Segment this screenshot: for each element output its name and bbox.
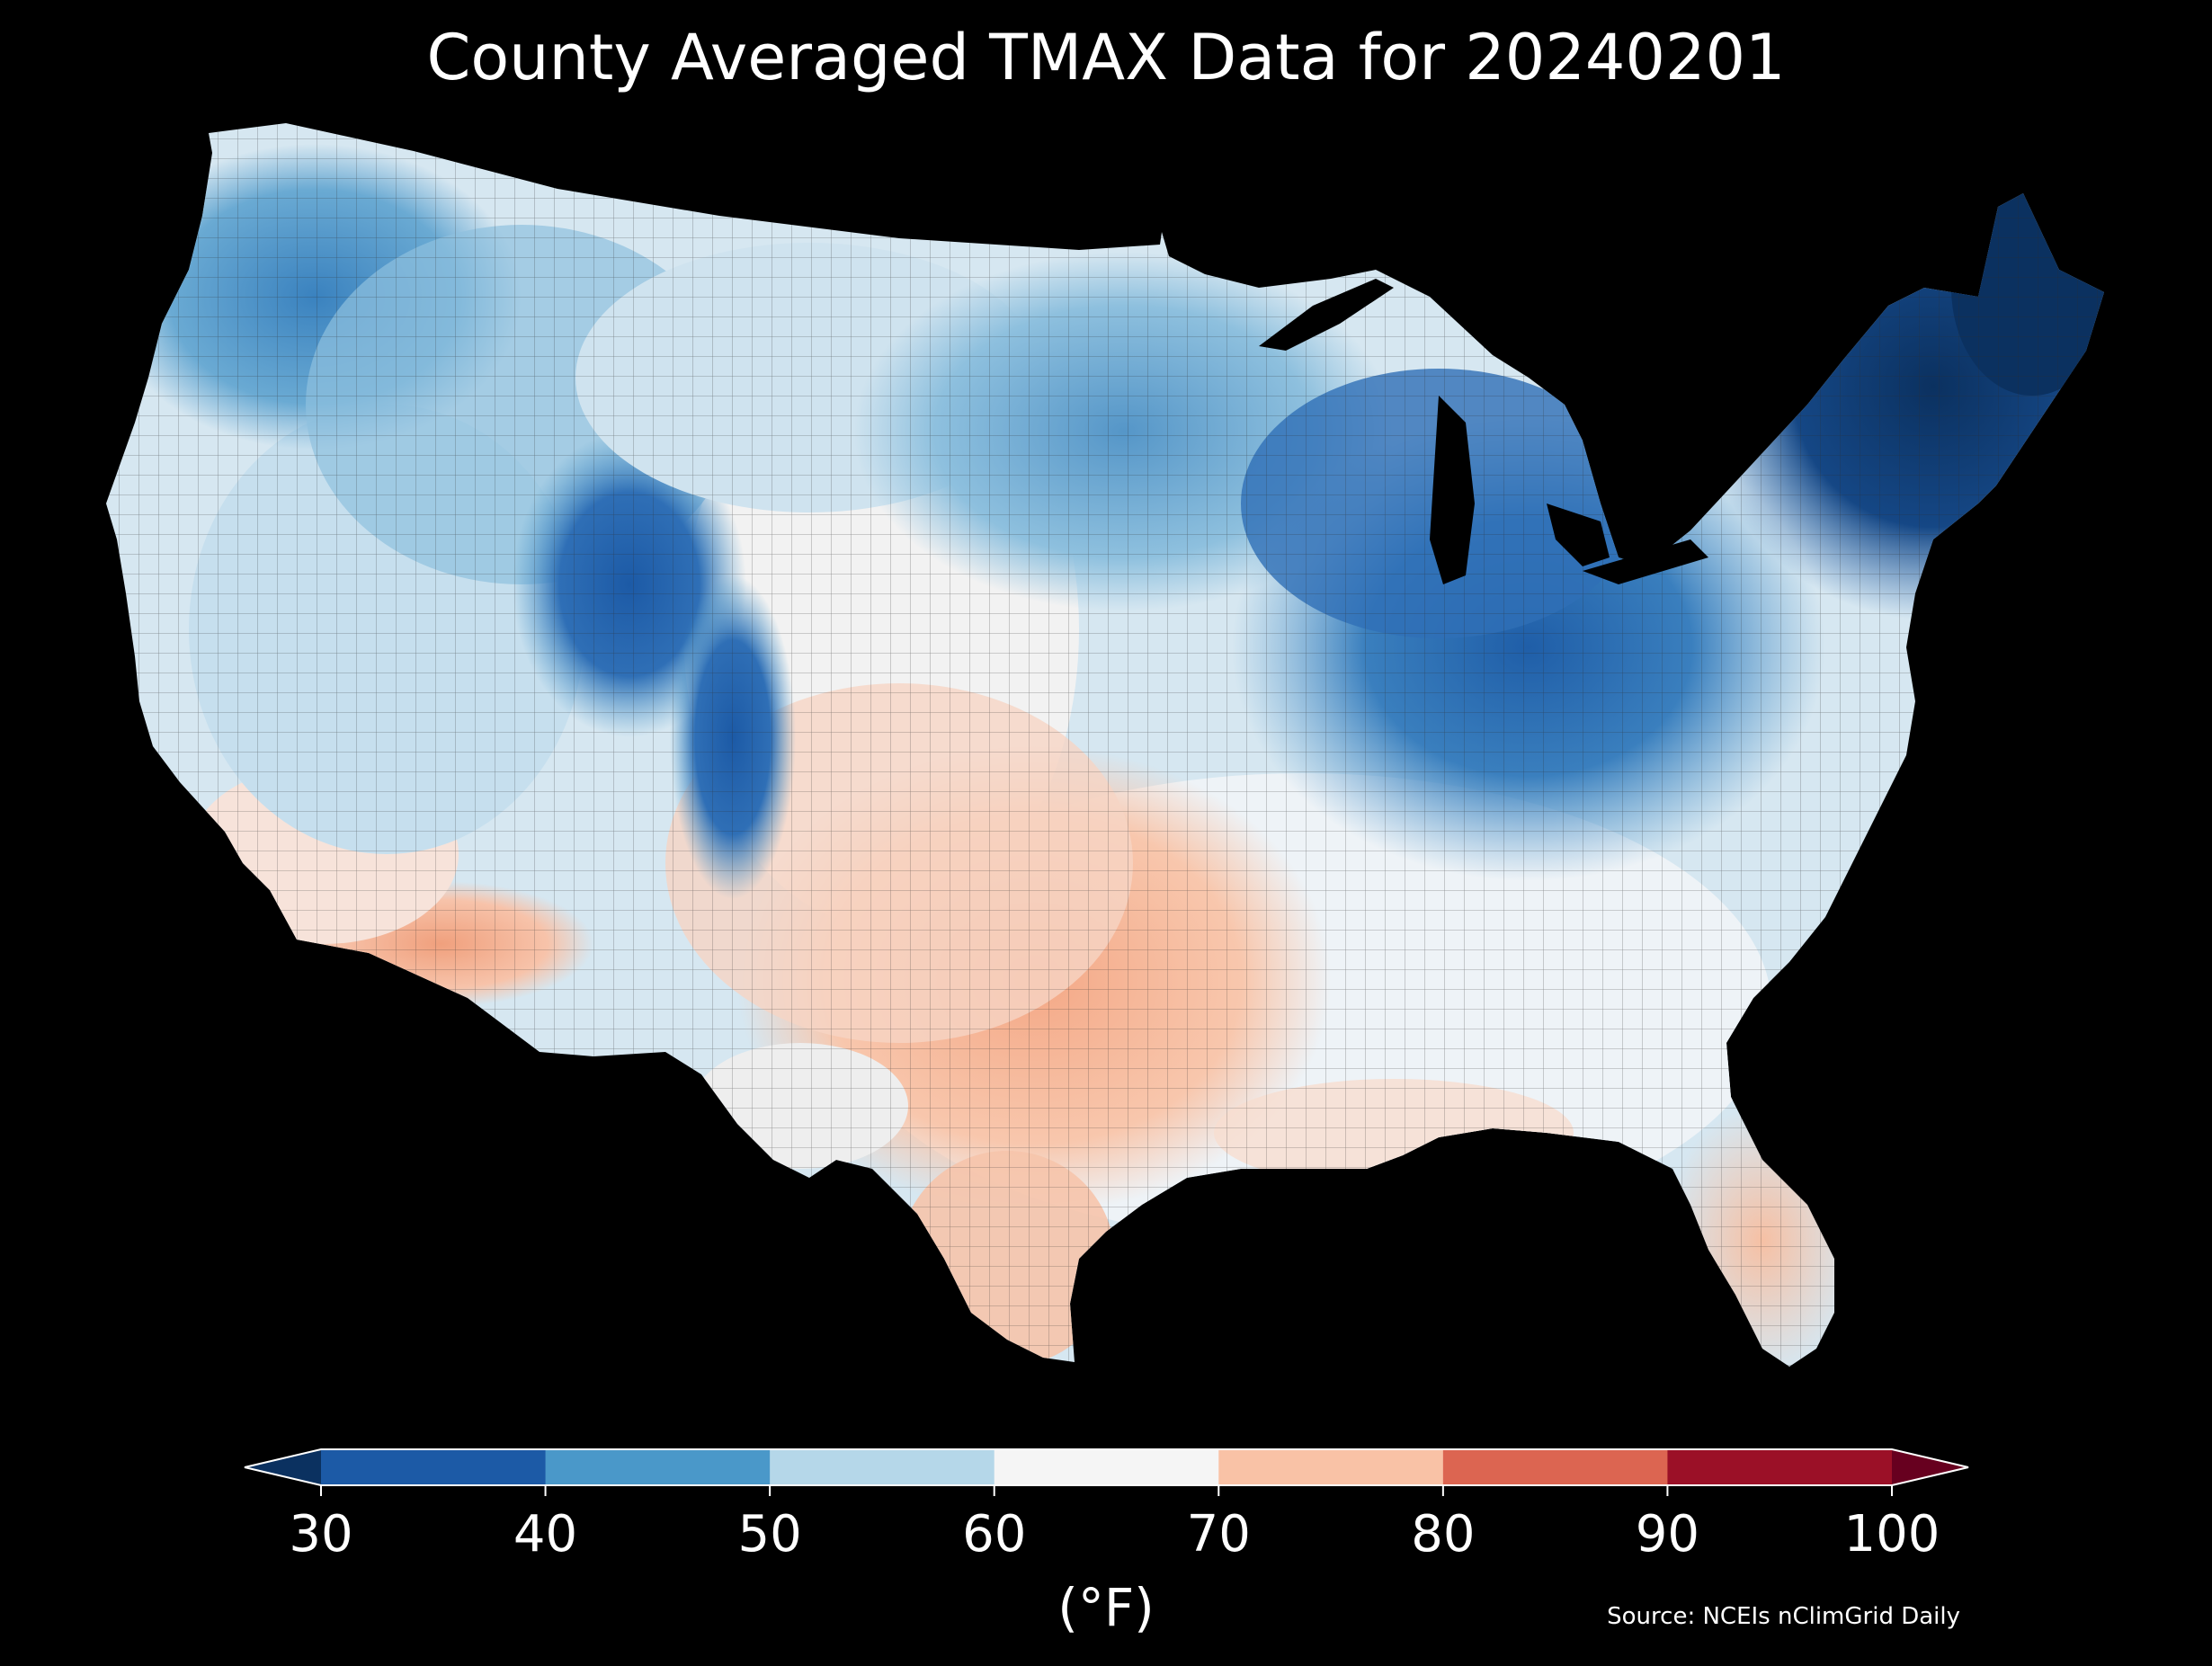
great-lakes (1259, 279, 1708, 584)
colorbar (244, 1448, 1969, 1496)
colorbar-bin-70-80 (1218, 1449, 1444, 1485)
colorbar-units-label: (°F) (1057, 1577, 1155, 1638)
colorbar-extend-high (1892, 1449, 1968, 1485)
colorbar-tick-label: 60 (962, 1505, 1027, 1564)
us-land (106, 123, 2104, 1367)
colorbar-extend-low (245, 1449, 321, 1485)
colorbar-tick-label: 30 (289, 1505, 353, 1564)
lake-superior (1259, 279, 1394, 351)
colorbar-tick-label: 70 (1186, 1505, 1251, 1564)
colorbar-tick-label: 100 (1843, 1505, 1940, 1564)
colorbar-bin-80-90 (1442, 1449, 1668, 1485)
colorbar-bin-90-100 (1667, 1449, 1893, 1485)
colorbar-tick-label: 40 (513, 1505, 578, 1564)
lake-huron (1547, 503, 1610, 566)
colorbar-tick-label: 80 (1411, 1505, 1476, 1564)
map-title: County Averaged TMAX Data for 20240201 (426, 21, 1786, 94)
colorbar-bin-60-70 (994, 1449, 1219, 1485)
colorbar-bin-40-50 (545, 1449, 771, 1485)
colorbar-bin-50-60 (770, 1449, 995, 1485)
colorbar-bin-30-40 (321, 1449, 547, 1485)
lake-michigan (1430, 396, 1475, 584)
source-note: Source: NCEIs nClimGrid Daily (1607, 1603, 1960, 1630)
colorbar-tick-label: 90 (1635, 1505, 1700, 1564)
county-boundaries (106, 123, 2104, 1367)
lake-erie (1583, 539, 1708, 584)
colorbar-tick-label: 50 (737, 1505, 802, 1564)
